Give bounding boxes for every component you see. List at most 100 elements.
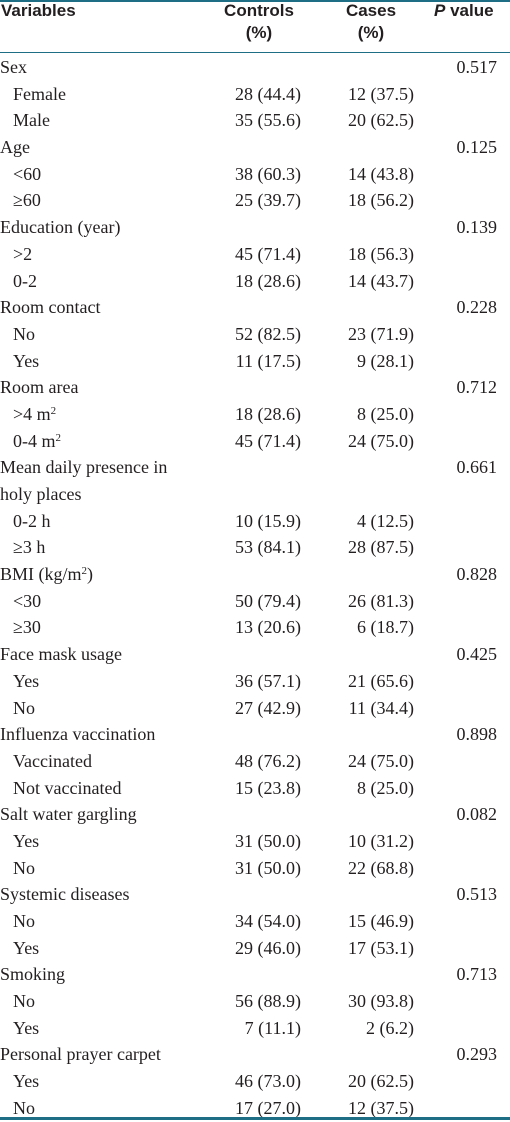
table-row-level: >2 45 (71.4) 18 (56.3) [0,241,510,268]
cell-controls: 27 (42.9) [235,697,301,718]
row-label: Mean daily presence in holy places [0,454,200,507]
cell-p-value: 0.517 [456,57,498,77]
table-body: Sex 0.517 Female 28 (44.4) 12 (37.5) Male 35 (… [0,54,510,1122]
row-label: 0-2 [13,268,37,295]
cell-cases: 23 (71.9) [348,323,414,344]
table-header: Variables Controls (%) Cases (%) P value [0,0,510,52]
row-label-text: Yes [13,830,40,851]
table-bottom-rule [0,1117,510,1120]
cell-p-value: 0.513 [456,884,498,905]
row-label-text: Room area [0,377,79,398]
row-label: ≥3 h [13,534,45,561]
table-row-level: Male 35 (55.6) 20 (62.5) [0,107,510,134]
cell-controls: 31 (50.0) [235,857,301,878]
cell-cases: 9 (28.1) [357,350,414,371]
row-label: <30 [13,588,41,615]
cell-controls: 10 (15.9) [235,510,301,531]
table-row-level: ≥60 25 (39.7) 18 (56.2) [0,187,510,214]
table-row-level: <60 38 (60.3) 14 (43.8) [0,161,510,188]
cell-cases: 15 (46.9) [348,911,414,932]
header-variables: Variables [1,0,76,22]
cell-controls: 11 (17.5) [235,350,301,371]
row-label: Room contact [0,294,100,321]
table-row-level: Yes 31 (50.0) 10 (31.2) [0,828,510,855]
row-label: Sex [0,54,27,81]
row-label: ≥60 [13,187,41,214]
row-label-text: >2 [13,243,33,264]
cell-p-value: 0.828 [456,564,498,585]
row-label: >2 [13,241,32,268]
table-row-level: Female 28 (44.4) 12 (37.5) [0,81,510,108]
row-label-text: Male [13,110,50,131]
table-row-level: ≥30 13 (20.6) 6 (18.7) [0,614,510,641]
header-p-symbol: P [434,1,446,20]
row-label: Influenza vaccination [0,721,155,748]
row-label: Yes [13,1015,39,1042]
cell-controls: 45 (71.4) [235,430,301,451]
cell-p-value: 0.082 [456,804,498,825]
table-row-level: Not vaccinated 15 (23.8) 8 (25.0) [0,775,510,802]
table-row-level: No 34 (54.0) 15 (46.9) [0,908,510,935]
row-label-text: 0-2 h [13,510,51,531]
row-label-text: Yes [13,937,40,958]
cell-cases: 26 (81.3) [348,590,414,611]
row-label: Yes [13,935,39,962]
cell-controls: 45 (71.4) [235,243,301,264]
row-label-text: No [13,857,35,878]
row-label-text: Yes [13,1071,40,1092]
table-row-variable: Sex 0.517 [0,54,510,81]
table-row-level: Yes 46 (73.0) 20 (62.5) [0,1068,510,1095]
cell-controls: 29 (46.0) [235,937,301,958]
cell-controls: 34 (54.0) [235,911,301,932]
header-rule [0,52,510,53]
cell-cases: 14 (43.7) [348,270,414,291]
row-label: Yes [13,348,39,375]
header-variables-label: Variables [1,1,76,20]
row-label: Vaccinated [13,748,92,775]
table-row-level: No 56 (88.9) 30 (93.8) [0,988,510,1015]
row-label: Yes [13,1068,39,1095]
table-row-level: Vaccinated 48 (76.2) 24 (75.0) [0,748,510,775]
header-p-label: value [445,1,494,20]
row-label: Age [0,134,30,161]
cell-controls: 7 (11.1) [244,1017,301,1038]
row-label: Face mask usage [0,641,122,668]
row-label-superscript: 2 [81,565,88,578]
table-row-level: No 52 (82.5) 23 (71.9) [0,321,510,348]
row-label: No [13,695,35,722]
row-label-text: Mean daily presence in holy places [0,457,168,505]
cell-p-value: 0.712 [456,377,498,398]
row-label: Salt water gargling [0,801,137,828]
table-row-level: ≥3 h 53 (84.1) 28 (87.5) [0,534,510,561]
cell-controls: 31 (50.0) [235,830,301,851]
cell-cases: 6 (18.7) [357,617,414,638]
row-label-text: BMI (kg/m [0,564,82,585]
cell-cases: 8 (25.0) [357,403,414,424]
cell-cases: 30 (93.8) [348,991,414,1012]
table-row-variable: Education (year) 0.139 [0,214,510,241]
row-label-text: Smoking [0,964,66,985]
row-label-text: Sex [0,57,27,77]
row-label-text: No [13,1097,35,1118]
header-controls: Controls (%) [214,0,304,44]
cell-p-value: 0.293 [456,1044,498,1065]
cell-cases: 18 (56.3) [348,243,414,264]
row-label-text: No [13,911,35,932]
table-row-level: 0-2 h 10 (15.9) 4 (12.5) [0,508,510,535]
cell-cases: 28 (87.5) [348,537,414,558]
row-label-text: Education (year) [0,217,121,238]
row-label: No [13,1095,35,1122]
cell-controls: 35 (55.6) [235,110,301,131]
header-cases-label: Cases [345,1,397,20]
cell-cases: 10 (31.2) [348,830,414,851]
row-label: No [13,988,35,1015]
cell-p-value: 0.713 [456,964,498,985]
table-row-level: Yes 29 (46.0) 17 (53.1) [0,935,510,962]
table-row-variable: Room area 0.712 [0,374,510,401]
table-row-variable: Salt water gargling 0.082 [0,801,510,828]
row-label-text: Age [0,137,30,158]
row-label-text: 0-4 m [13,430,56,451]
header-cases: Cases (%) [329,0,413,44]
row-label-text: Female [13,83,66,104]
row-label: >4 m2 [13,401,56,428]
